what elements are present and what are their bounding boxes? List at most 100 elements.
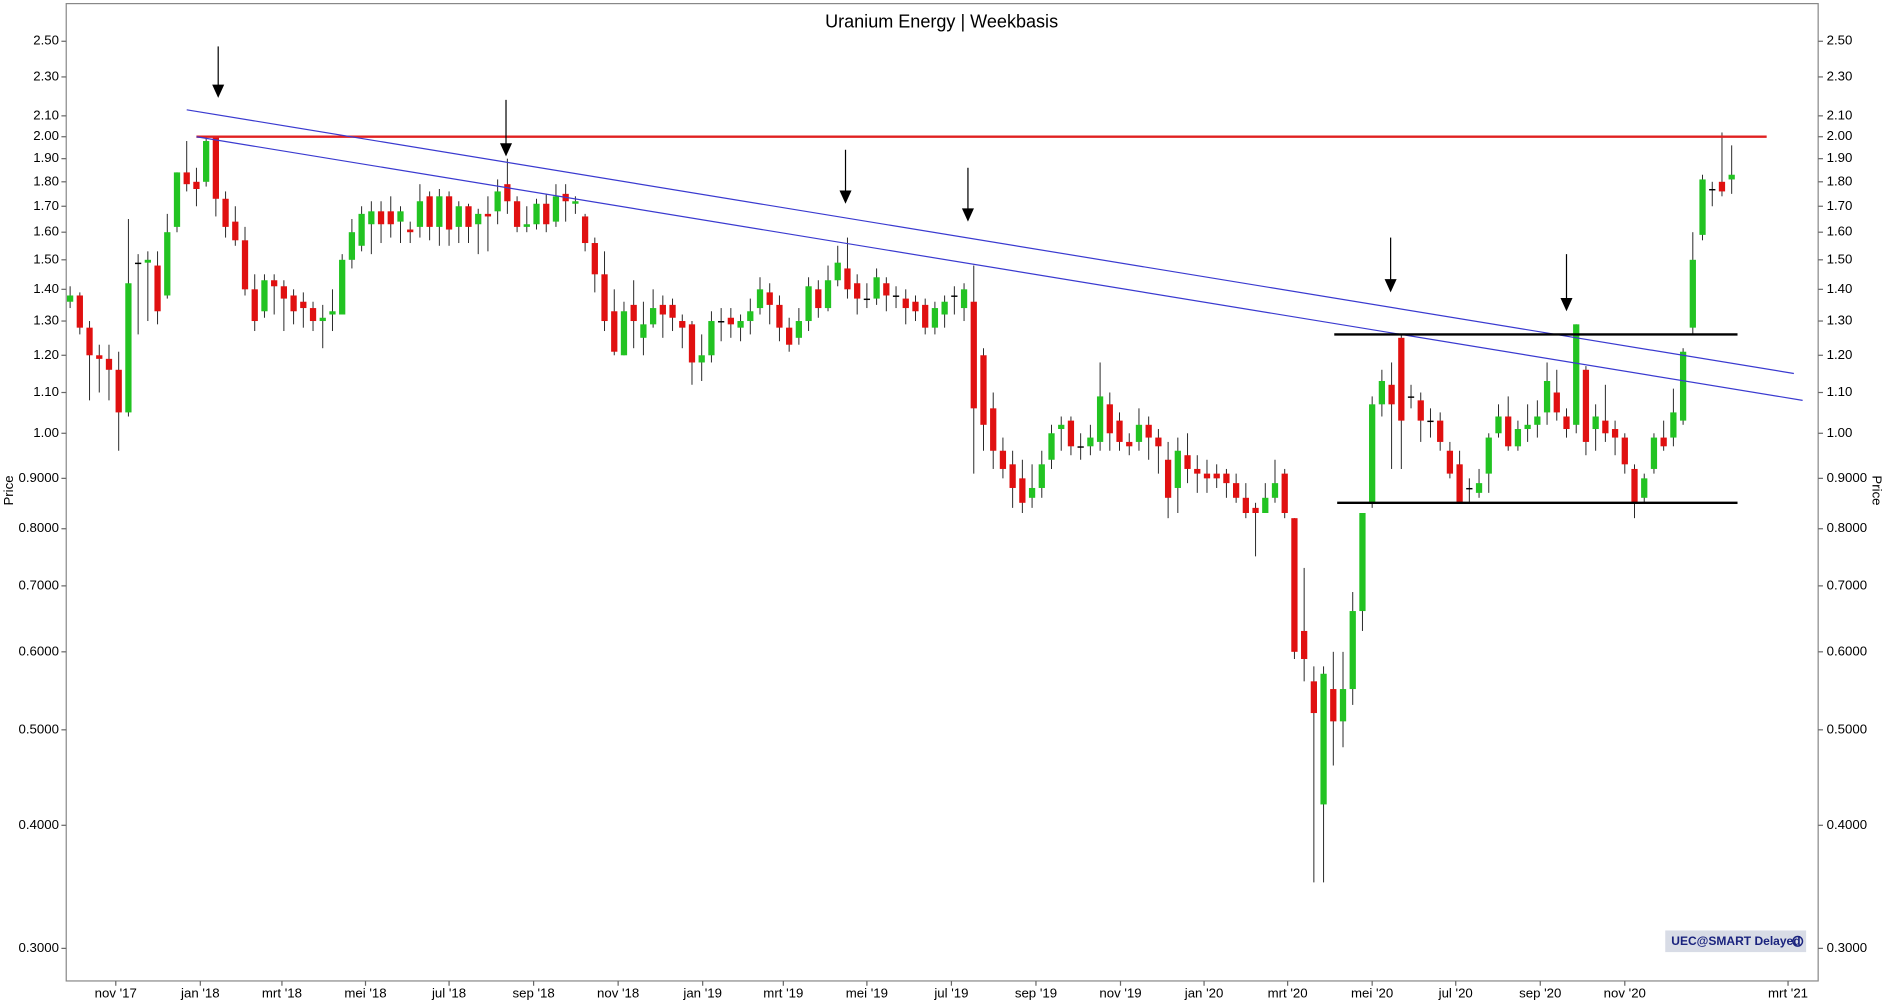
candle-body [922,304,929,328]
candle-body [1660,437,1667,447]
candle-body [1320,673,1327,805]
candle-body [543,203,550,225]
candle-body [1446,450,1454,474]
candle-body [1543,380,1551,413]
candle-body [805,286,812,322]
candle-body [786,327,793,345]
candle-body [377,211,385,225]
candle-body [1262,497,1269,513]
y2-tick-label: 1.80 [1827,173,1853,188]
candle-body [1145,424,1152,438]
candle-body [348,232,356,260]
y2-tick-label: 1.10 [1827,384,1853,399]
candle-body [426,196,433,227]
candle-body [756,289,764,309]
y2-tick-label: 1.70 [1827,198,1853,213]
candle-body [844,268,851,290]
candle-body [280,286,288,299]
candle-body [1106,404,1113,434]
candle-body [300,301,307,309]
candle-body [1670,412,1677,438]
y-tick-label: 1.90 [33,150,59,165]
candle-body [173,172,181,227]
candle-body [1281,473,1288,513]
y2-axis-label: Price [1869,475,1884,505]
y-tick-label: 1.40 [33,281,59,296]
candle-body [1310,681,1317,714]
candle-body [1475,483,1483,493]
candle-body [1641,478,1648,498]
candle-body [698,355,705,363]
candle-body [999,450,1007,469]
candle-body [1582,369,1590,442]
y-tick-label: 0.8000 [19,520,59,535]
x-tick-label: nov '17 [95,986,137,1001]
candle-body [892,295,900,297]
x-tick-label: sep '20 [1519,986,1561,1001]
x-tick-label: jul '19 [933,986,968,1001]
y-tick-label: 1.80 [33,173,59,188]
candle-body [1592,416,1599,430]
candle-body [1067,420,1075,447]
candle-body [1485,437,1492,474]
candle-body [1194,468,1201,474]
candle-body [1534,416,1541,425]
x-tick-label: nov '20 [1604,986,1646,1001]
badge: UEC@SMART Delayed [1665,930,1807,953]
badge-icon [1792,935,1804,947]
candle-body [1077,446,1084,448]
candle-body [309,308,317,322]
candle-body [1271,483,1279,498]
candle-body [960,289,968,309]
candle-body [134,262,142,265]
candle-body [1514,429,1522,447]
x-tick-label: jan '20 [1184,986,1224,1001]
candle-body [1602,420,1609,434]
candle-body [154,265,161,312]
y-tick-label: 0.6000 [19,643,59,658]
candle-body [679,321,686,328]
candle-body [144,259,151,263]
candle-body [1495,416,1502,434]
candle-body [1184,455,1191,469]
candle-body [115,369,122,413]
candle-body [1456,464,1463,503]
candle-body [1038,464,1045,488]
y2-tick-label: 1.90 [1827,150,1853,165]
candle-body [1553,392,1560,413]
candle-body [523,224,530,227]
candle-body [455,206,462,227]
candle-body [504,184,511,202]
y2-tick-label: 0.7000 [1827,577,1867,592]
candle-body [1679,351,1687,421]
candle-body [1048,433,1055,460]
candle-body [465,206,472,227]
trend-line [196,136,1803,401]
candle-body [339,259,346,315]
candle-body [183,172,190,185]
candle-body [484,213,492,217]
x-tick-label: mei '18 [344,986,386,1001]
y2-tick-label: 1.30 [1827,313,1853,328]
candle-body [552,196,560,222]
candle-body [834,262,841,281]
candle-body [1174,450,1181,488]
candle-body [659,304,666,315]
arrow-head [839,190,852,204]
candle-body [1339,689,1347,722]
arrow-head [212,84,225,98]
y2-tick-label: 1.00 [1827,425,1853,440]
x-tick-label: jan '18 [180,986,220,1001]
candle-body [319,317,326,322]
candle-body [1699,179,1706,235]
candle-body [669,304,676,318]
plot-frame [65,3,1819,982]
candle-body [630,304,637,322]
y2-tick-label: 2.30 [1827,68,1853,83]
candle-body [1009,464,1016,488]
candle-body [1728,174,1735,180]
arrow-head [499,143,513,157]
x-tick-label: jul '18 [431,986,466,1001]
chart-title: Uranium Energy | Weekbasis [825,12,1058,32]
